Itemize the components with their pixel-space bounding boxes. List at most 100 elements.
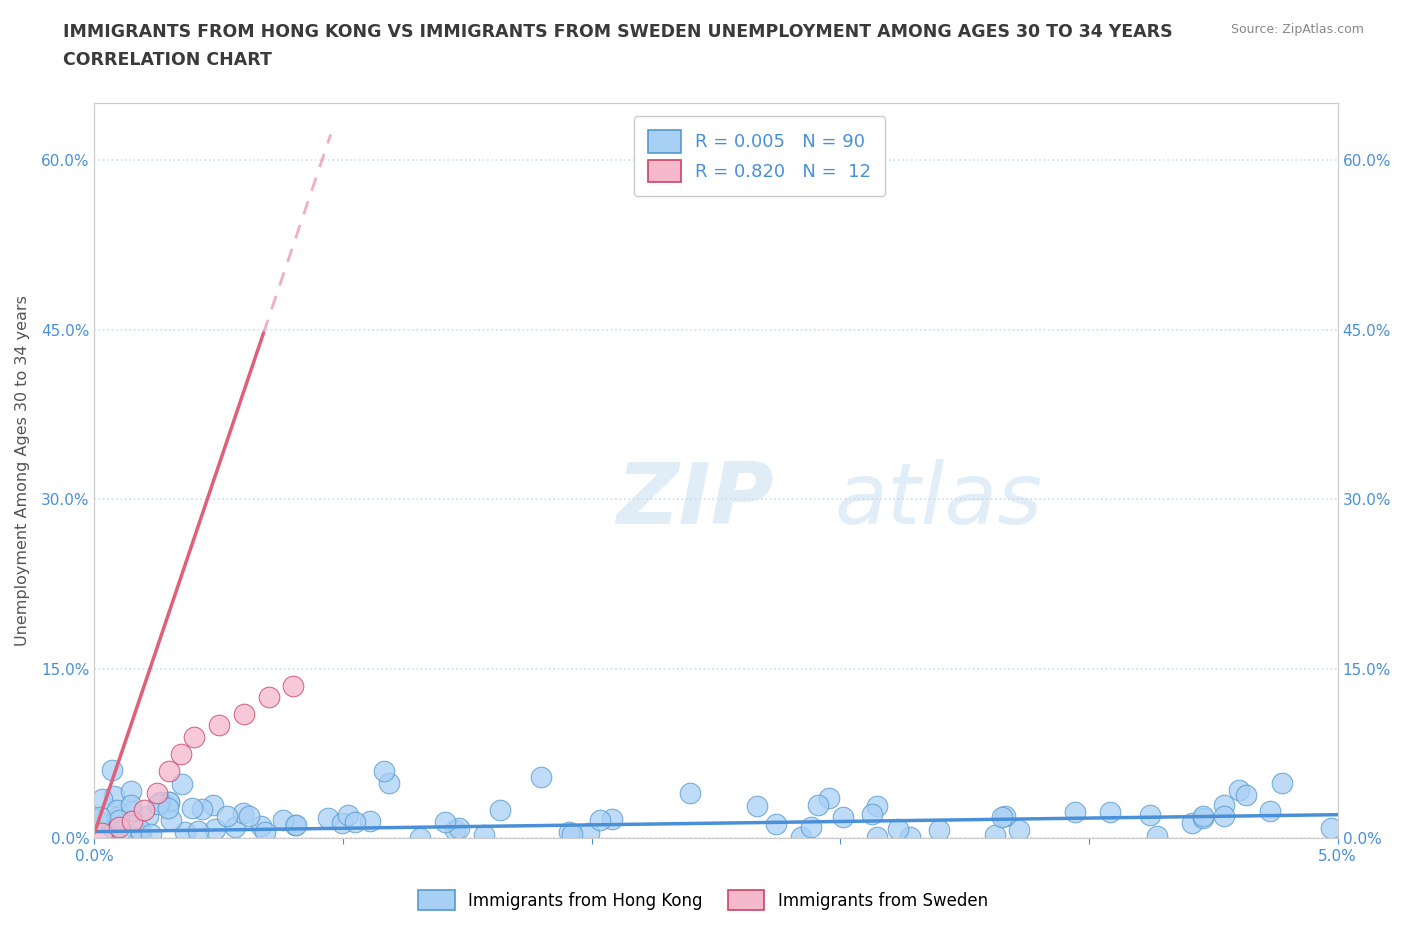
Point <box>887 821 910 836</box>
Point <box>745 799 768 814</box>
Point <box>561 827 583 842</box>
Point <box>183 729 205 744</box>
Point <box>1007 823 1029 838</box>
Point <box>257 690 280 705</box>
Point <box>141 827 163 842</box>
Point <box>157 794 180 809</box>
Point <box>1258 804 1281 818</box>
Point <box>790 830 813 844</box>
Point <box>1146 829 1168 844</box>
Point <box>105 810 128 825</box>
Point <box>103 789 125 804</box>
Point <box>900 830 922 844</box>
Point <box>238 809 260 824</box>
Point <box>489 802 512 817</box>
Point <box>157 795 180 810</box>
Point <box>1099 804 1122 819</box>
Point <box>860 807 883 822</box>
Point <box>1213 797 1236 812</box>
Point <box>191 802 214 817</box>
Point <box>217 809 239 824</box>
Point <box>443 823 465 838</box>
Point <box>1139 808 1161 823</box>
Point <box>89 810 111 825</box>
Point <box>90 792 112 807</box>
Point <box>129 823 152 838</box>
Legend: R = 0.005   N = 90, R = 0.820   N =  12: R = 0.005 N = 90, R = 0.820 N = 12 <box>634 116 886 196</box>
Point <box>409 830 432 845</box>
Point <box>201 797 224 812</box>
Point <box>602 812 624 827</box>
Point <box>101 763 124 777</box>
Point <box>1227 782 1250 797</box>
Point <box>991 809 1014 824</box>
Point <box>472 828 495 843</box>
Point <box>807 798 830 813</box>
Point <box>136 808 159 823</box>
Text: atlas: atlas <box>834 458 1042 542</box>
Point <box>129 829 152 844</box>
Point <box>330 816 353 830</box>
Point <box>285 818 308 833</box>
Legend: Immigrants from Hong Kong, Immigrants from Sweden: Immigrants from Hong Kong, Immigrants fr… <box>412 884 994 917</box>
Point <box>121 814 143 829</box>
Point <box>253 824 276 839</box>
Point <box>359 814 381 829</box>
Point <box>765 817 787 831</box>
Text: IMMIGRANTS FROM HONG KONG VS IMMIGRANTS FROM SWEDEN UNEMPLOYMENT AMONG AGES 30 T: IMMIGRANTS FROM HONG KONG VS IMMIGRANTS … <box>63 23 1173 41</box>
Point <box>1234 788 1257 803</box>
Point <box>994 809 1017 824</box>
Point <box>866 798 889 813</box>
Point <box>866 830 889 844</box>
Point <box>1192 810 1215 825</box>
Point <box>447 821 470 836</box>
Point <box>108 819 131 834</box>
Point <box>174 825 197 840</box>
Point <box>181 800 204 815</box>
Point <box>557 824 579 839</box>
Point <box>224 819 246 834</box>
Point <box>110 822 132 837</box>
Point <box>103 822 125 837</box>
Point <box>204 821 226 836</box>
Text: CORRELATION CHART: CORRELATION CHART <box>63 51 273 69</box>
Point <box>120 798 142 813</box>
Point <box>1320 820 1343 835</box>
Point <box>529 769 551 784</box>
Point <box>208 718 231 733</box>
Text: ZIP: ZIP <box>617 458 775 542</box>
Point <box>316 810 339 825</box>
Point <box>232 707 254 722</box>
Y-axis label: Unemployment Among Ages 30 to 34 years: Unemployment Among Ages 30 to 34 years <box>15 296 30 646</box>
Point <box>1064 804 1087 819</box>
Point <box>90 825 112 840</box>
Point <box>433 815 456 830</box>
Point <box>800 819 823 834</box>
Point <box>373 764 395 778</box>
Point <box>108 812 131 827</box>
Point <box>157 801 180 816</box>
Point <box>145 786 167 801</box>
Point <box>832 809 855 824</box>
Point <box>271 813 294 828</box>
Point <box>105 803 128 817</box>
Point <box>1192 808 1215 823</box>
Point <box>578 826 600 841</box>
Point <box>818 790 841 805</box>
Point <box>283 678 305 693</box>
Point <box>679 786 702 801</box>
Point <box>157 764 180 778</box>
Point <box>1270 776 1292 790</box>
Point <box>232 805 254 820</box>
Point <box>589 813 612 828</box>
Point <box>1181 816 1204 830</box>
Point <box>120 784 142 799</box>
Point <box>1212 809 1234 824</box>
Point <box>170 746 193 761</box>
Point <box>378 776 401 790</box>
Point <box>148 796 170 811</box>
Point <box>283 817 305 832</box>
Point <box>337 808 360 823</box>
Point <box>159 813 181 828</box>
Point <box>121 804 143 818</box>
